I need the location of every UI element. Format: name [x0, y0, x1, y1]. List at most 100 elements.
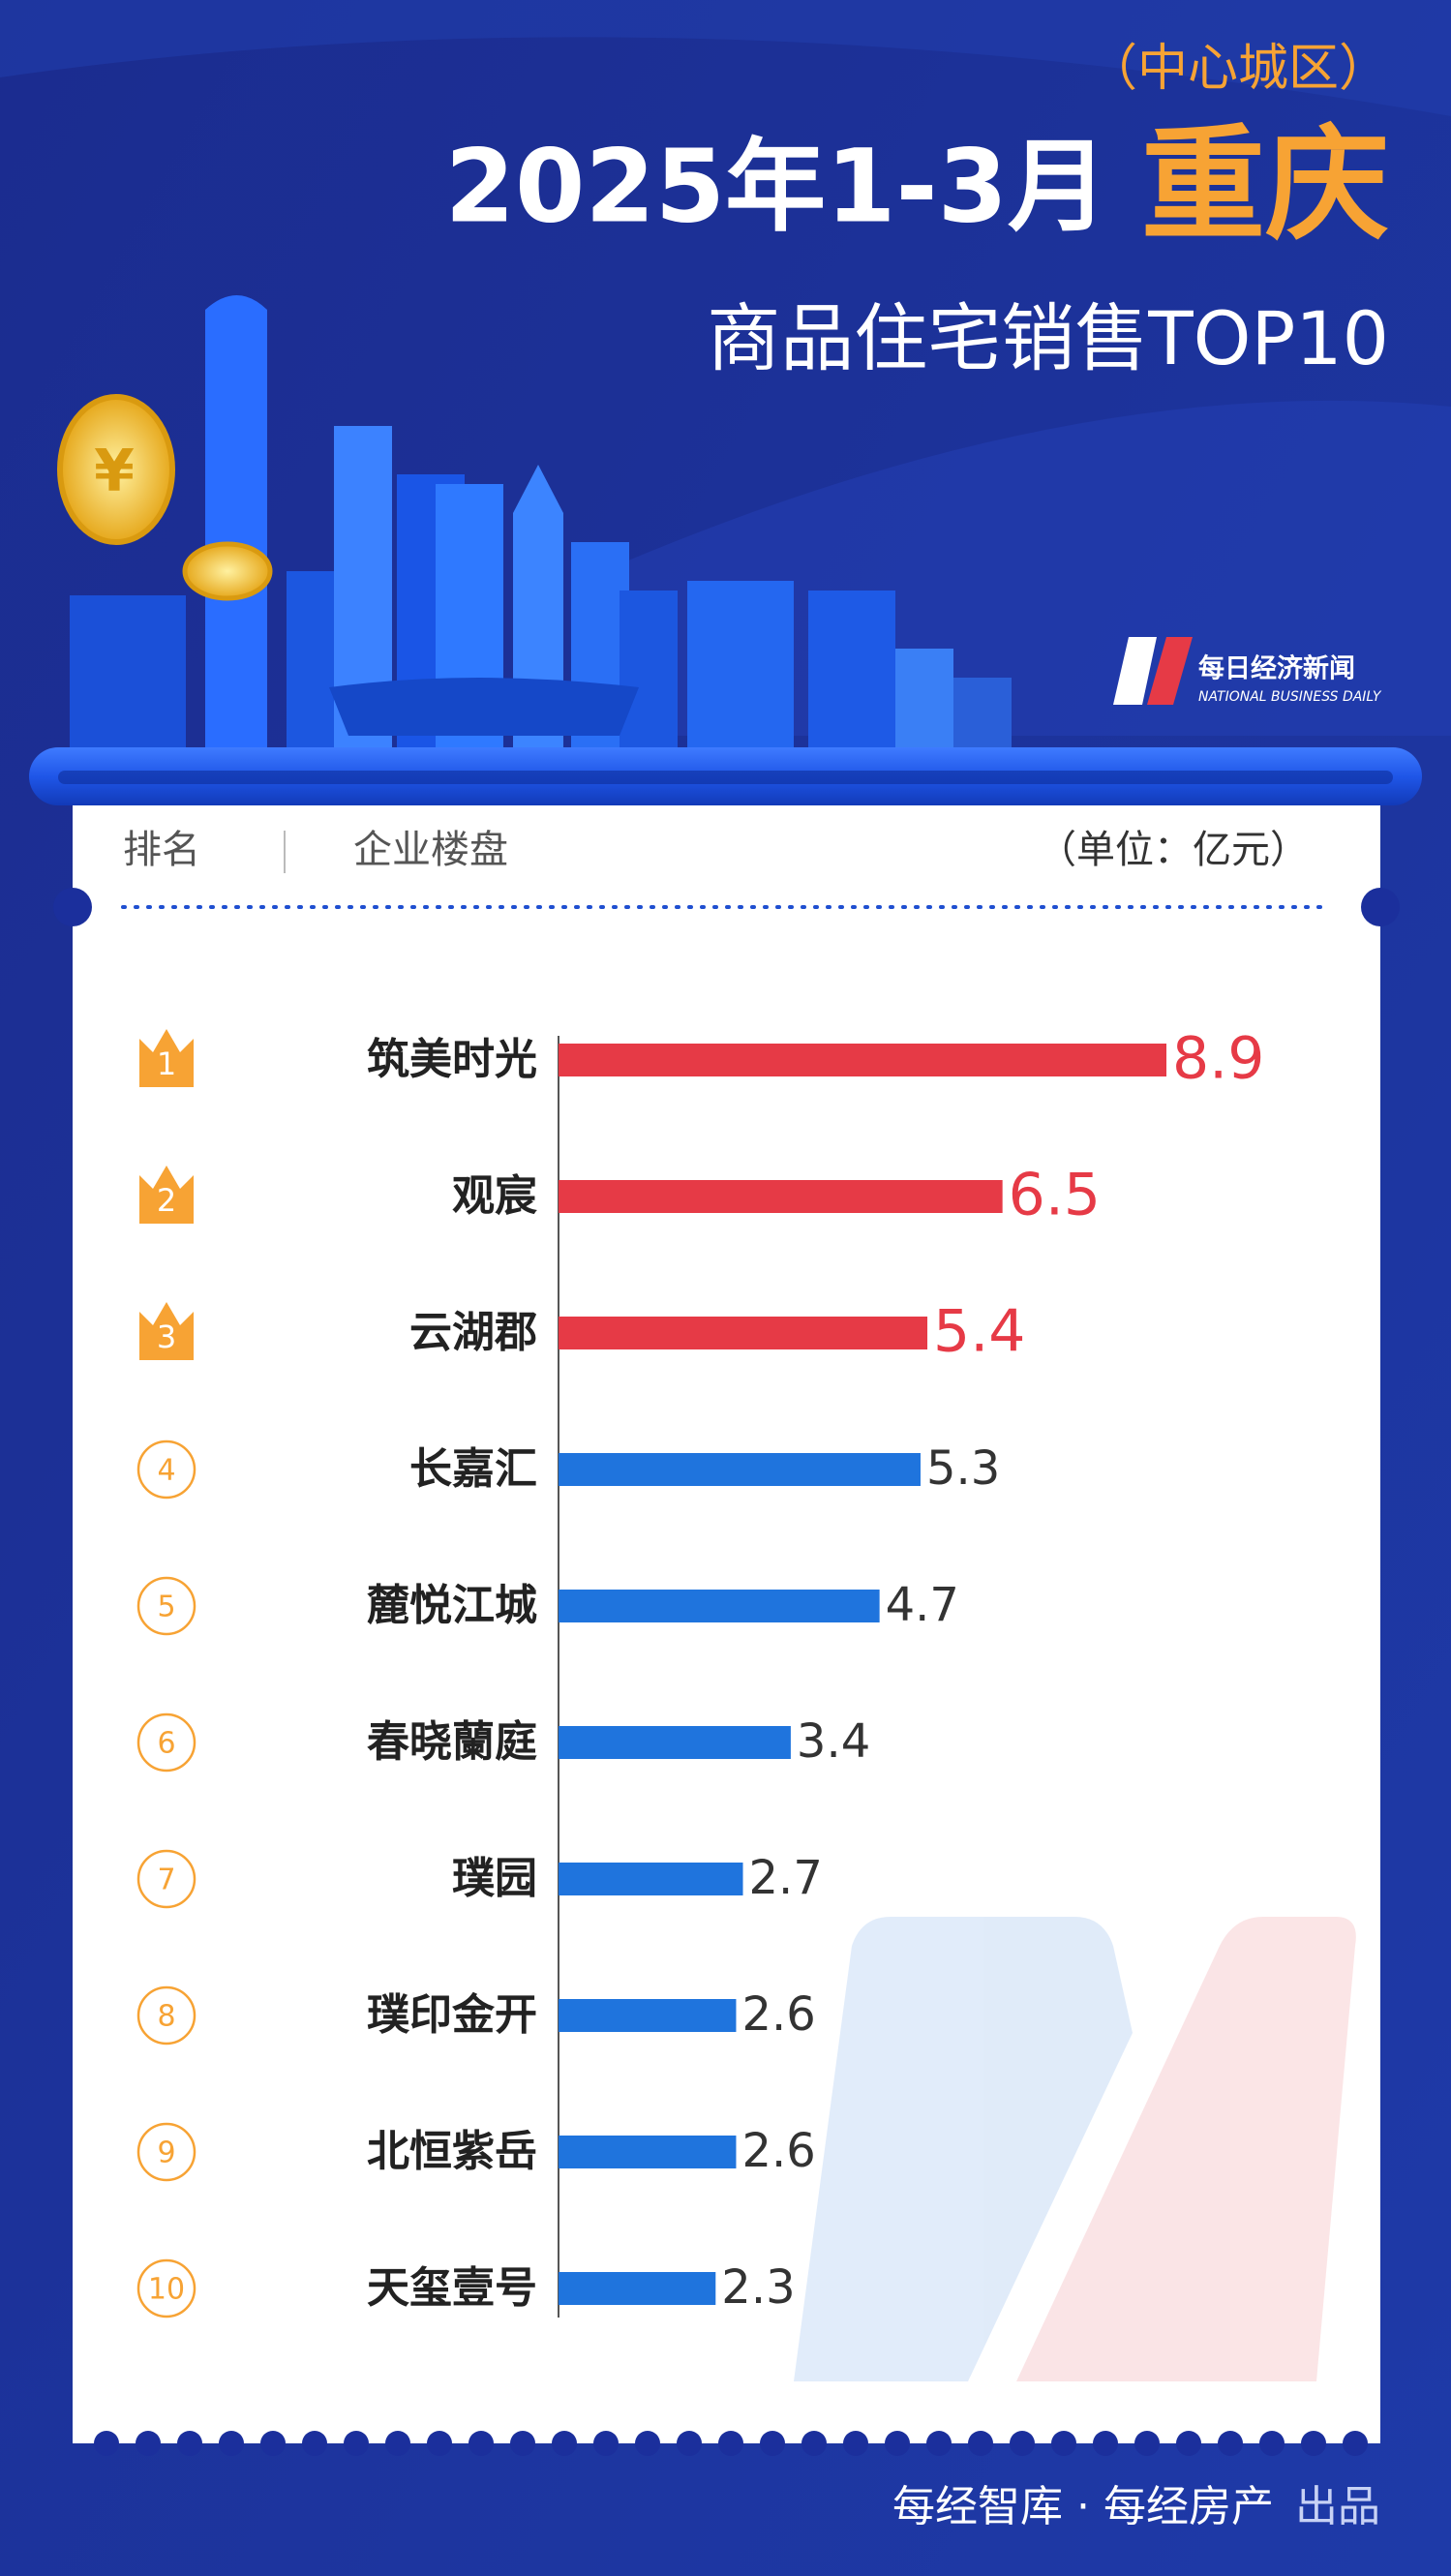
title-city: 重庆	[1141, 113, 1389, 258]
scallop-dot	[1259, 2431, 1285, 2456]
category-label: 璞园	[452, 1854, 537, 1903]
footer-suffix: 出品	[1295, 2482, 1380, 2531]
rank-number: 10	[148, 2273, 185, 2307]
scallop-dot	[427, 2431, 452, 2456]
footer-source: 每经智库 · 每经房产	[892, 2482, 1274, 2531]
category-label: 观宸	[452, 1171, 537, 1221]
subtitle: 商品住宅销售TOP10	[707, 295, 1389, 381]
scallop-dot	[510, 2431, 535, 2456]
rank-circle	[136, 1576, 196, 1636]
rank-circle	[136, 2258, 196, 2318]
scallop-dot	[677, 2431, 702, 2456]
logo-name: 每日经济新闻	[1198, 653, 1355, 684]
rank-crown	[139, 1029, 194, 1087]
rank-circle	[136, 1440, 196, 1500]
scallop-dot	[1051, 2431, 1076, 2456]
value-label: 2.6	[741, 1987, 815, 2042]
scallop-dot	[1218, 2431, 1243, 2456]
rank-number: 6	[157, 1727, 175, 1761]
category-label: 北恒紫岳	[367, 2127, 537, 2176]
bar	[559, 2136, 737, 2168]
rank-circle	[136, 1712, 196, 1773]
logo-english: NATIONAL BUSINESS DAILY	[1198, 689, 1382, 705]
bar	[559, 1180, 1003, 1213]
value-label: 2.3	[721, 2260, 795, 2315]
scallop-dot	[260, 2431, 286, 2456]
watermark	[794, 1917, 1356, 2381]
scallop-dot	[593, 2431, 619, 2456]
bar	[559, 1999, 737, 2032]
scallop-dot	[177, 2431, 202, 2456]
wave	[581, 400, 1451, 736]
category-label: 春晓蘭庭	[367, 1717, 537, 1767]
scallop-dot	[760, 2431, 785, 2456]
header-unit: （单位：亿元）	[1038, 828, 1309, 872]
rank-crown	[139, 1166, 194, 1224]
value-label: 5.4	[933, 1298, 1025, 1366]
value-label: 3.4	[797, 1714, 870, 1769]
category-label: 长嘉汇	[409, 1444, 537, 1494]
logo: 每日经济新闻 NATIONAL BUSINESS DAILY	[1113, 637, 1382, 705]
scallop-dot	[385, 2431, 410, 2456]
wave	[0, 0, 1451, 116]
bar	[559, 1044, 1166, 1076]
scallop-dot	[1301, 2431, 1326, 2456]
skyline	[70, 295, 1012, 750]
scallop-dot	[885, 2431, 910, 2456]
bar	[559, 1317, 928, 1349]
scallop-dot	[968, 2431, 993, 2456]
scallop-dot	[219, 2431, 244, 2456]
notch	[53, 888, 92, 926]
scallop-dot	[552, 2431, 577, 2456]
category-label: 麓悦江城	[367, 1581, 537, 1630]
scallop-dot	[469, 2431, 494, 2456]
category-label: 天玺壹号	[367, 2263, 537, 2313]
rank-circle	[136, 1849, 196, 1909]
scallop-dot	[718, 2431, 743, 2456]
scallop-dot	[302, 2431, 327, 2456]
rank-number: 3	[157, 1318, 176, 1355]
value-label: 8.9	[1172, 1025, 1264, 1093]
bar	[559, 1453, 921, 1486]
scallop-dot	[1093, 2431, 1118, 2456]
scallop-dot	[801, 2431, 827, 2456]
scallop-dot	[1010, 2431, 1035, 2456]
header-rank: 排名	[123, 828, 200, 872]
rank-number: 7	[157, 1864, 175, 1897]
notch	[1361, 888, 1400, 926]
scallop-dot	[1343, 2431, 1368, 2456]
rank-number: 1	[157, 1046, 176, 1082]
value-label: 2.7	[749, 1851, 823, 1905]
rank-circle	[136, 1985, 196, 2046]
scallop-dot	[94, 2431, 119, 2456]
value-label: 5.3	[926, 1441, 1000, 1496]
rank-circle	[136, 2122, 196, 2182]
coins: ¥	[57, 394, 273, 601]
category-label: 云湖郡	[409, 1308, 537, 1357]
title: 2025年1-3月	[445, 127, 1108, 245]
value-label: 2.6	[741, 2124, 815, 2178]
svg-text:¥: ¥	[94, 438, 135, 505]
bar	[559, 2272, 716, 2305]
scalloped-edge	[94, 2431, 1368, 2456]
bar	[559, 1590, 880, 1622]
header-name: 企业楼盘	[353, 828, 508, 872]
bar	[559, 1863, 743, 1895]
scallop-dot	[843, 2431, 868, 2456]
value-label: 6.5	[1009, 1162, 1101, 1229]
value-label: 4.7	[886, 1578, 959, 1632]
scallop-dot	[136, 2431, 161, 2456]
scallop-dot	[926, 2431, 952, 2456]
category-label: 璞印金开	[367, 1990, 537, 2040]
rank-number: 8	[157, 2000, 175, 2034]
scroll-slot	[58, 771, 1393, 784]
scallop-dot	[1176, 2431, 1201, 2456]
rank-number: 4	[157, 1454, 175, 1488]
rank-number: 5	[157, 1591, 175, 1624]
rank-crown	[139, 1302, 194, 1360]
scallop-dot	[344, 2431, 369, 2456]
category-label: 筑美时光	[367, 1035, 537, 1084]
rank-number: 9	[157, 2137, 175, 2170]
